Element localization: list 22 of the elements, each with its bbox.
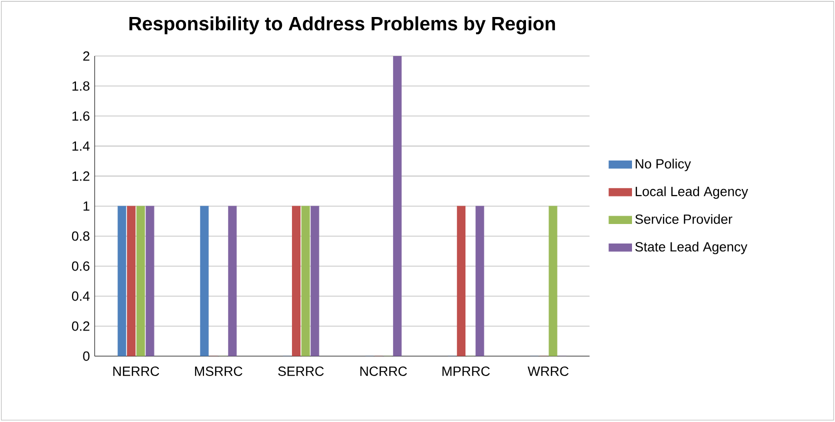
y-tick-label: 0.8 (72, 232, 90, 242)
y-tick-label: 1 (84, 202, 90, 211)
y-tick-label: 0.2 (72, 322, 90, 332)
y-tick-label: 1.6 (72, 112, 90, 122)
y-tick-label: 1.2 (72, 172, 90, 181)
y-tick-label: 0.6 (72, 262, 90, 272)
chart-title: Responsibility to Address Problems by Region (129, 16, 555, 35)
y-tick-label: 1.8 (72, 82, 90, 91)
y-tick-label: 1.4 (72, 142, 90, 151)
y-tick-label: 0.4 (72, 292, 90, 302)
x-tick-label: NCRRC (360, 366, 407, 376)
y-tick-label: 2 (83, 52, 90, 61)
x-tick-label: WRRC (528, 366, 569, 376)
x-tick-label: SERRC (278, 366, 324, 376)
legend-label: No Policy (636, 158, 691, 172)
y-tick-label: 0 (83, 352, 90, 362)
x-tick-label: NERRC (113, 366, 160, 376)
x-tick-label: MPRRC (442, 366, 490, 376)
x-tick-label: MSRRC (195, 366, 242, 376)
legend-label: State Lead Agency (635, 242, 748, 254)
legend-label: Service Provider (635, 214, 732, 224)
legend-label: Local Lead Agency (636, 186, 748, 200)
